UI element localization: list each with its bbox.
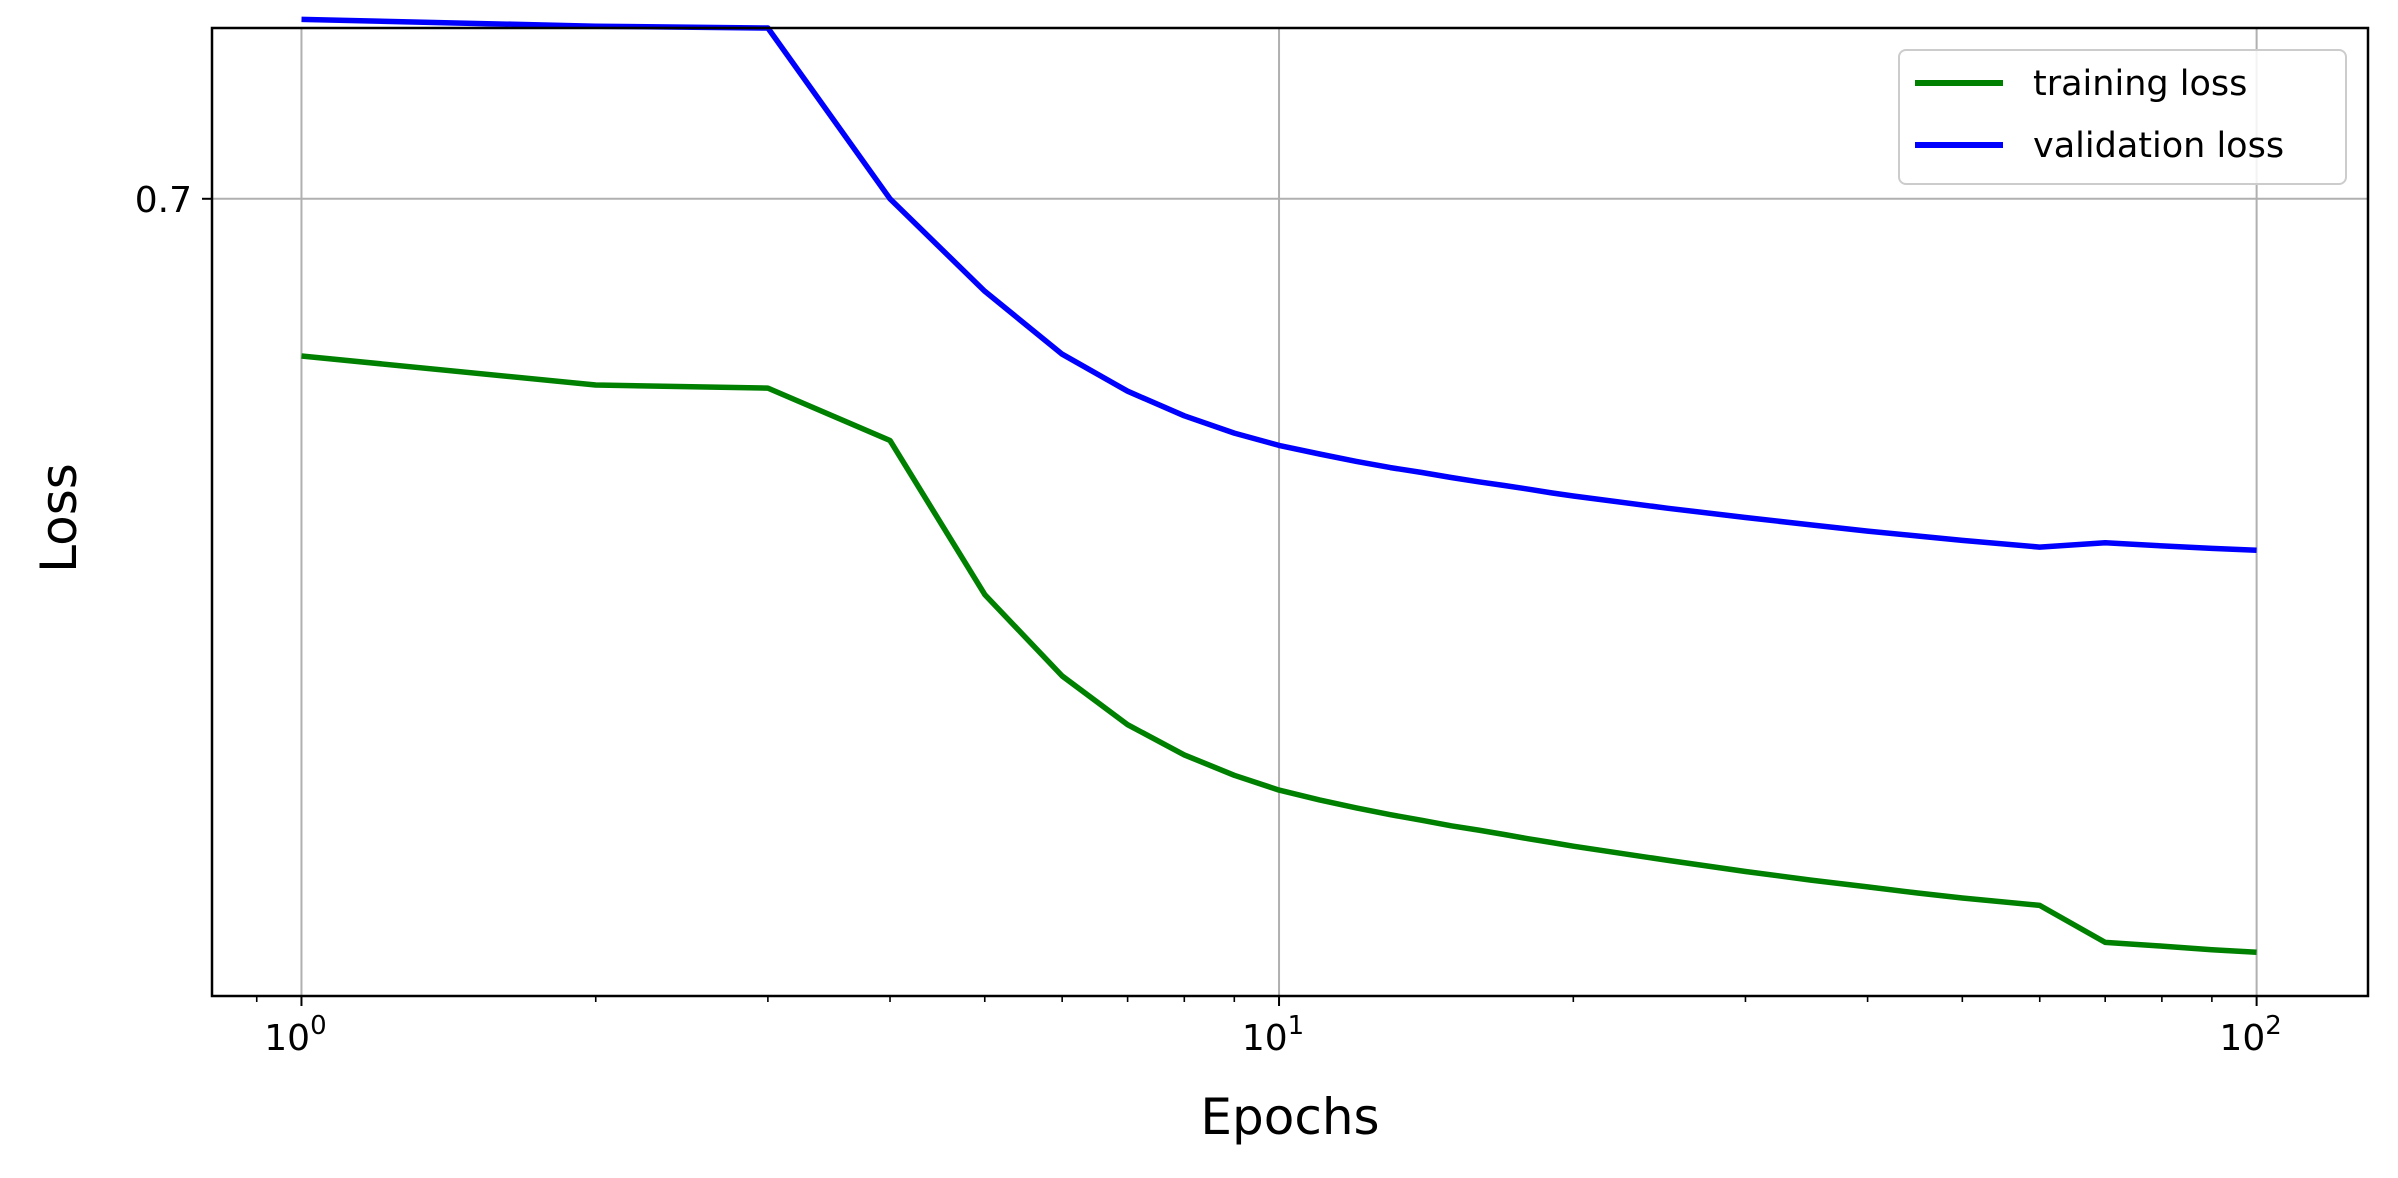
- plot-background: [212, 28, 2368, 996]
- y-axis-title: Loss: [30, 463, 88, 573]
- legend-frame: [1898, 49, 2347, 185]
- x-tick-label: 100: [264, 1011, 326, 1059]
- grid-lines: [212, 28, 2368, 996]
- x-tick-exponent: 0: [310, 1011, 327, 1041]
- x-tick-label: 101: [1242, 1011, 1304, 1059]
- y-axis-ticks: 0.7: [135, 180, 212, 221]
- legend: training loss validation loss: [1898, 49, 2347, 185]
- y-tick-label: 0.7: [135, 180, 192, 221]
- x-tick-label: 102: [2219, 1011, 2281, 1059]
- series-line-validation-loss: [301, 16, 2257, 553]
- plot-frame: [210, 26, 2370, 998]
- x-tick-exponent: 2: [2265, 1011, 2282, 1041]
- series-lines: [301, 16, 2257, 955]
- series-line-training-loss: [301, 353, 2257, 955]
- legend-label-validation-loss: validation loss: [2033, 126, 2284, 166]
- x-axis-ticks: 100 101 102: [255, 996, 2282, 1059]
- x-tick-exponent: 1: [1288, 1011, 1305, 1041]
- legend-label-training-loss: training loss: [2033, 64, 2247, 104]
- x-axis-title: Epochs: [1200, 1088, 1379, 1146]
